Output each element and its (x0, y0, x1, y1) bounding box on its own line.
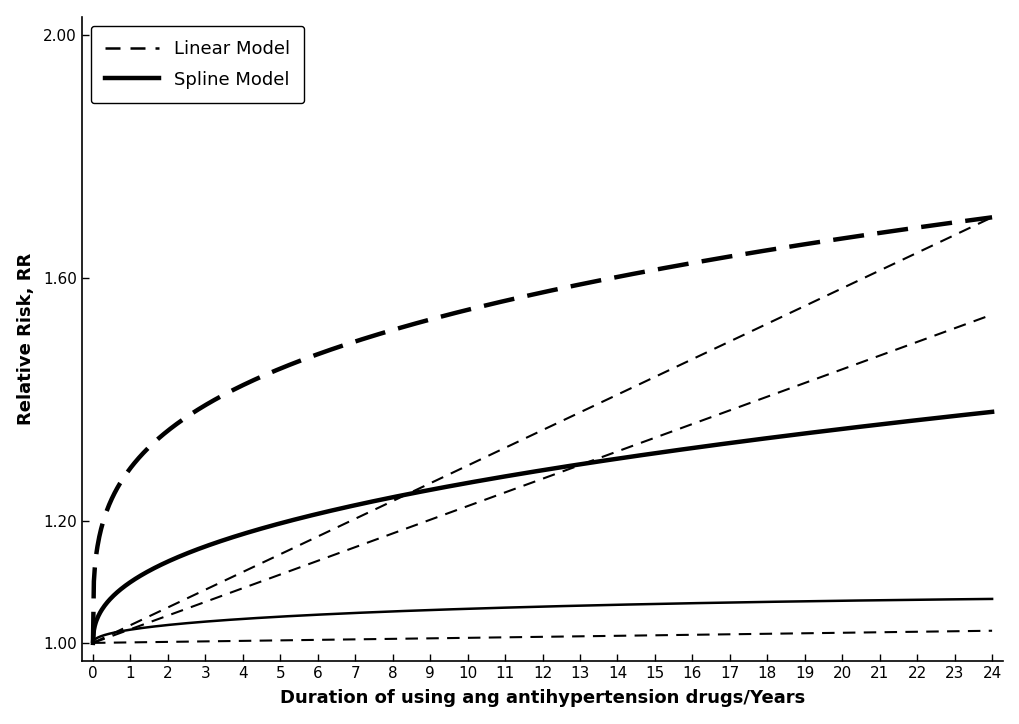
X-axis label: Duration of using ang antihypertension drugs/Years: Duration of using ang antihypertension d… (279, 689, 804, 707)
Legend: Linear Model, Spline Model: Linear Model, Spline Model (91, 25, 304, 104)
Y-axis label: Relative Risk, RR: Relative Risk, RR (16, 253, 35, 425)
